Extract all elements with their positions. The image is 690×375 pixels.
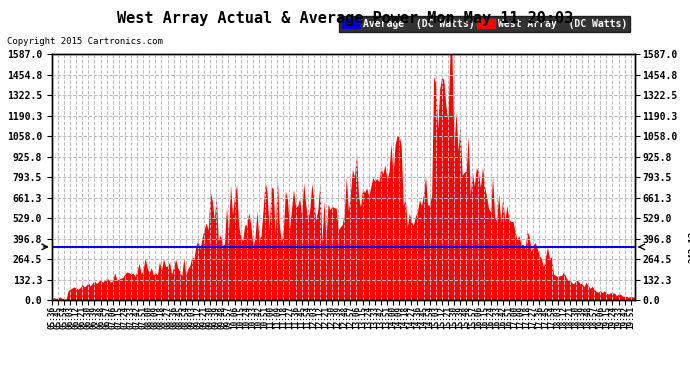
Legend: Average  (DC Watts), West Array  (DC Watts): Average (DC Watts), West Array (DC Watts… <box>339 16 630 32</box>
Text: West Array Actual & Average Power Mon May 11 20:03: West Array Actual & Average Power Mon Ma… <box>117 11 573 26</box>
Text: 343.13: 343.13 <box>689 231 690 263</box>
Text: Copyright 2015 Cartronics.com: Copyright 2015 Cartronics.com <box>7 38 163 46</box>
